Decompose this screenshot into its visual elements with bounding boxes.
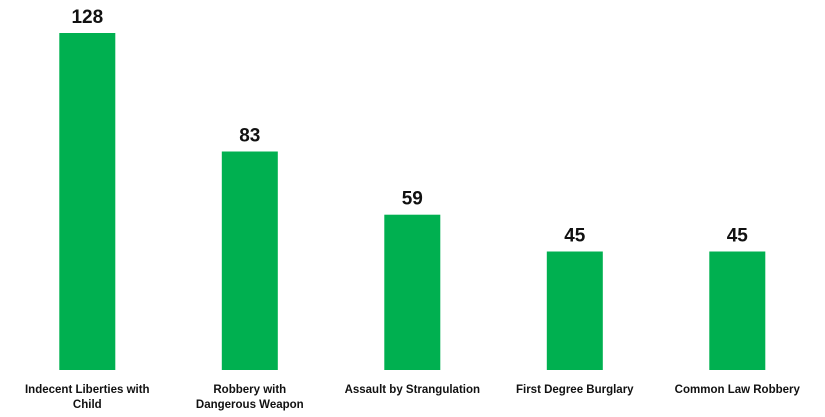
category-label-5: Common Law Robbery bbox=[675, 384, 801, 396]
category-label-2-line-1: Robbery with bbox=[213, 384, 286, 396]
bar-5 bbox=[709, 251, 766, 370]
category-label-3-line-1: Assault by Strangulation bbox=[345, 384, 480, 396]
value-label-1: 128 bbox=[71, 7, 103, 28]
category-label-1-line-1: Indecent Liberties with bbox=[25, 384, 150, 396]
bar-4 bbox=[546, 251, 603, 370]
value-label-2: 83 bbox=[239, 126, 260, 147]
bar-1 bbox=[59, 33, 116, 370]
category-label-1-line-2: Child bbox=[73, 399, 102, 411]
category-label-4-line-1: First Degree Burglary bbox=[516, 384, 634, 396]
category-label-4: First Degree Burglary bbox=[516, 384, 634, 396]
category-label-5-line-1: Common Law Robbery bbox=[675, 384, 801, 396]
value-label-4: 45 bbox=[564, 226, 586, 247]
category-label-2: Robbery with Dangerous Weapon bbox=[196, 384, 304, 411]
value-label-3: 59 bbox=[402, 189, 423, 210]
category-label-2-line-2: Dangerous Weapon bbox=[196, 399, 304, 411]
plot-area: 128 83 59 45 45 bbox=[59, 7, 766, 370]
category-label-1: Indecent Liberties with Child bbox=[25, 384, 150, 411]
bar-2 bbox=[221, 151, 278, 370]
category-label-3: Assault by Strangulation bbox=[345, 384, 480, 396]
value-label-5: 45 bbox=[727, 226, 749, 247]
bar-3 bbox=[384, 214, 441, 370]
category-axis-labels: Indecent Liberties with Child Robbery with… bbox=[25, 384, 801, 411]
